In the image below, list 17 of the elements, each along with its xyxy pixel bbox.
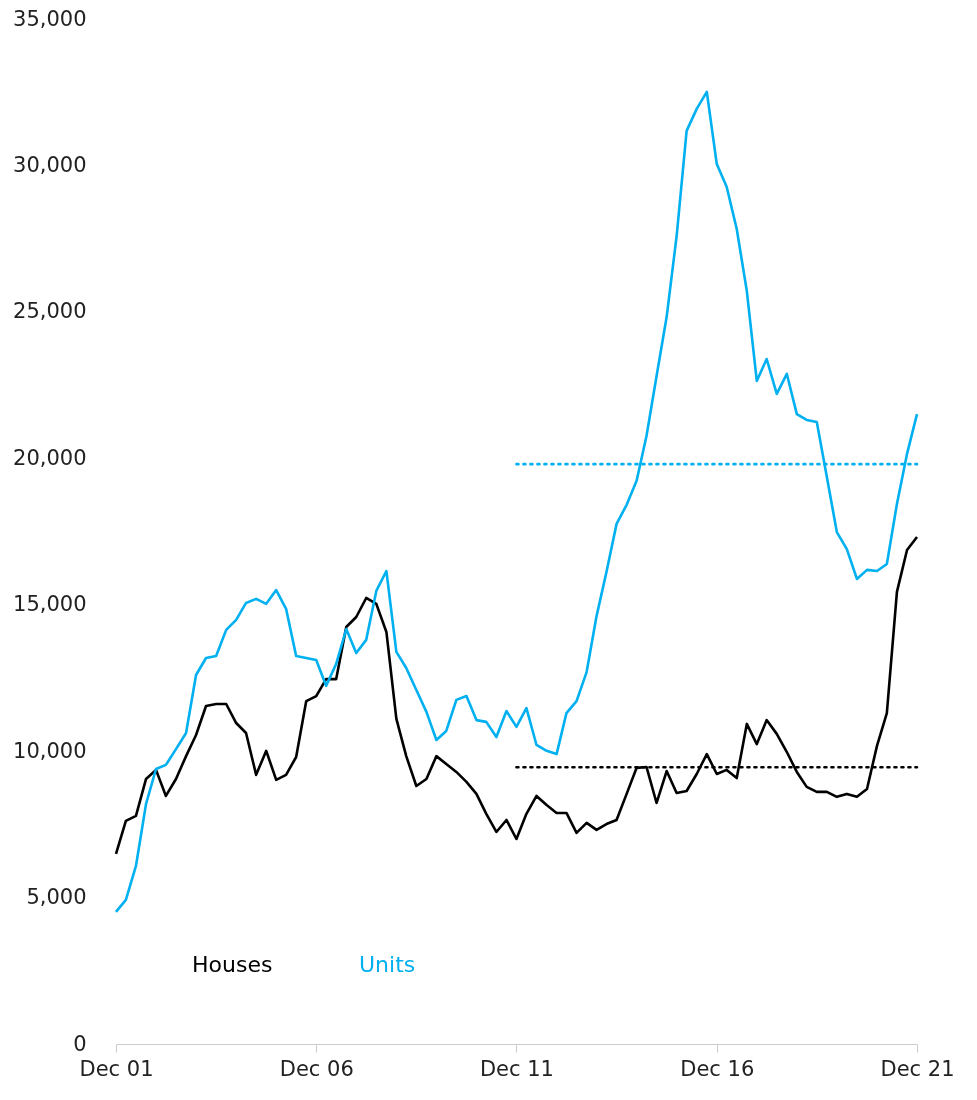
text: Houses [192, 952, 273, 977]
y-tick-label: 5,000 [26, 885, 87, 910]
x-tick-label: Dec 21 [880, 1056, 955, 1081]
y-tick-label: 20,000 [13, 445, 87, 470]
y-tick-label: 30,000 [13, 152, 87, 177]
y-tick-label: 35,000 [13, 6, 87, 31]
x-tick-label: Dec 06 [279, 1056, 354, 1081]
y-tick-label: 15,000 [13, 592, 87, 617]
y-tick-label: 0 [73, 1031, 87, 1056]
text: Units [359, 952, 416, 977]
x-tick-label: Dec 01 [79, 1056, 154, 1081]
line-series [114, 535, 919, 856]
y-tick-label: 25,000 [13, 299, 87, 324]
line-series [114, 90, 919, 914]
x-tick-label: Dec 11 [479, 1056, 554, 1081]
y-tick-label: 10,000 [13, 738, 87, 763]
x-tick-label: Dec 16 [680, 1056, 755, 1081]
